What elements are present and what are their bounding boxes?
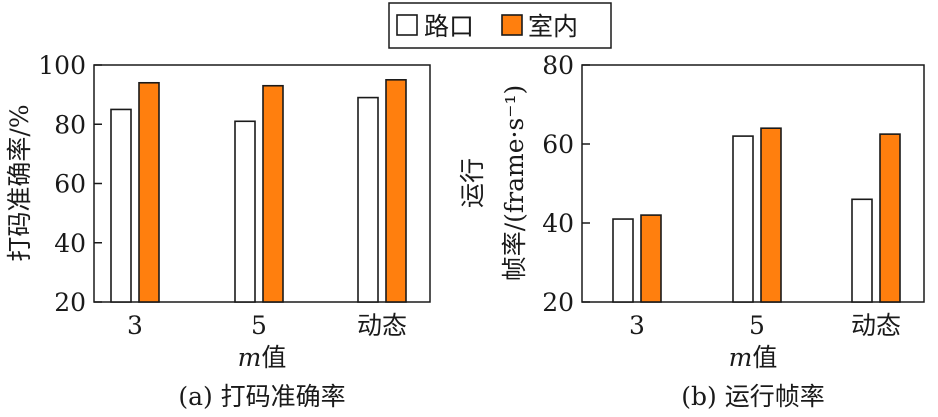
panel-b-x-axis-label: m值 [729, 343, 778, 372]
panel-a-x-tick-label: 5 [251, 311, 267, 340]
panel-b-x-axis-label-italic: m [729, 343, 753, 372]
legend-frame [388, 2, 612, 49]
panel-b-y-ticks: 20 40 60 80 [542, 51, 590, 317]
panel-a-y-axis-label: 打码准确率/% [5, 104, 34, 261]
panel-a-bar-open [234, 120, 256, 303]
panel-a-y-tick-label: 60 [54, 170, 86, 199]
panel-b-bar-open [732, 135, 754, 303]
panel-b-x-axis-label-rest: 值 [752, 343, 777, 372]
panel-b-y-axis-label-line1: 运行 [458, 158, 487, 208]
panel-a-bar-open [110, 108, 132, 303]
panel-b-y-tick-label: 40 [542, 209, 574, 238]
panel-a-y-tick-label: 40 [54, 229, 86, 258]
panel-b-x-tick-label: 5 [749, 311, 765, 340]
panel-b-y-tick-label: 20 [542, 288, 574, 317]
legend-label-open: 路口 [424, 12, 474, 41]
panel-a-bar-filled [138, 81, 160, 303]
panel-a-x-tick-label: 动态 [357, 311, 407, 340]
panel-b-bars [612, 127, 901, 303]
panel-b-framerate-chart: 20 40 60 80 3 5 动态 运行 帧率/(frame·s⁻¹) m值 (b) 运… [458, 51, 925, 411]
panel-b-x-tick-label: 动态 [851, 311, 901, 340]
panel-a-bar-filled [385, 79, 407, 303]
panel-a-x-axis-label-rest: 值 [261, 343, 286, 372]
legend-label-filled: 室内 [528, 12, 578, 41]
panel-a-x-axis-label-italic: m [238, 343, 262, 372]
panel-b-bar-filled [879, 133, 901, 303]
panel-a-y-ticks: 20 40 60 80 100 [38, 51, 102, 317]
panel-a-x-tick-label: 3 [127, 311, 143, 340]
panel-a-x-ticks: 3 5 动态 [127, 311, 407, 340]
panel-a-y-tick-label: 100 [38, 51, 86, 80]
panel-b-y-axis-label-line2: 帧率/(frame·s⁻¹) [500, 85, 529, 282]
panel-b-caption: (b) 运行帧率 [681, 382, 824, 411]
panel-a-bar-filled [262, 84, 284, 303]
panel-b-bar-filled [640, 214, 662, 303]
panel-a-x-axis-label: m值 [238, 343, 287, 372]
legend: 路口 室内 [388, 2, 612, 49]
panel-b-x-ticks: 3 5 动态 [629, 311, 901, 340]
panel-a-bars [110, 79, 407, 303]
panel-a-accuracy-chart: 20 40 60 80 100 3 5 动态 打码准确率/% m值 (a) 打码准确率 [5, 51, 431, 411]
panel-a-y-tick-label: 20 [54, 288, 86, 317]
panel-b-bar-open [612, 218, 634, 303]
panel-b-x-tick-label: 3 [629, 311, 645, 340]
panel-b-y-tick-label: 80 [542, 51, 574, 80]
panel-a-y-tick-label: 80 [54, 110, 86, 139]
legend-swatch-filled [501, 14, 523, 36]
panel-a-bar-open [357, 96, 379, 303]
panel-b-bar-open [851, 198, 873, 303]
legend-swatch-open [396, 14, 418, 36]
panel-b-y-tick-label: 60 [542, 130, 574, 159]
panel-b-bar-filled [760, 127, 782, 303]
panel-a-caption: (a) 打码准确率 [178, 382, 345, 411]
